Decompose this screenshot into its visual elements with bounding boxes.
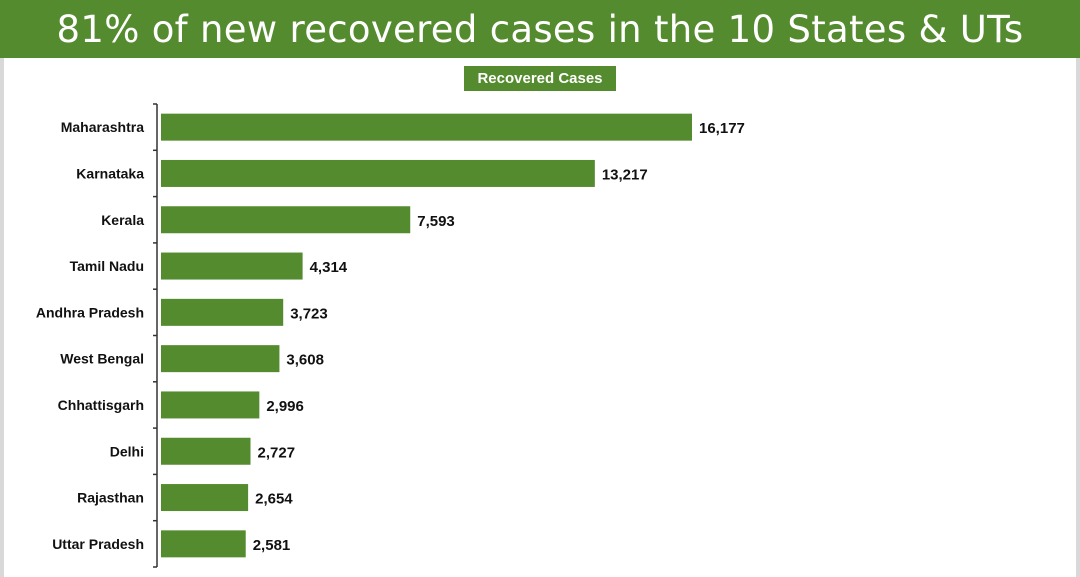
category-label: Tamil Nadu: [70, 258, 144, 274]
bar: [161, 345, 280, 373]
bar: [161, 113, 692, 141]
legend-series-label: Recovered Cases: [464, 66, 616, 91]
category-label: Karnataka: [76, 165, 144, 181]
left-edge: [0, 0, 4, 577]
title-banner: 81% of new recovered cases in the 10 Sta…: [0, 0, 1080, 58]
chart-title: 81% of new recovered cases in the 10 Sta…: [56, 7, 1024, 51]
right-edge: [1076, 0, 1080, 577]
category-label: Maharashtra: [61, 119, 144, 135]
category-label: Rajasthan: [77, 490, 144, 506]
category-label: Kerala: [101, 212, 144, 228]
bar: [161, 206, 411, 234]
bar: [161, 252, 303, 280]
value-label: 2,654: [255, 491, 293, 508]
bar: [161, 437, 251, 465]
value-label: 4,314: [310, 259, 348, 276]
category-label: Chhattisgarh: [58, 397, 144, 413]
category-label: Uttar Pradesh: [52, 536, 144, 552]
bar: [161, 391, 260, 419]
category-label: Andhra Pradesh: [36, 304, 144, 320]
value-label: 2,996: [266, 398, 304, 415]
value-label: 16,177: [699, 120, 745, 137]
category-label: West Bengal: [60, 351, 144, 367]
bar: [161, 159, 595, 187]
category-label: Delhi: [110, 443, 144, 459]
value-label: 2,727: [258, 444, 296, 461]
value-label: 3,723: [290, 305, 328, 322]
bar: [161, 298, 284, 326]
bar: [161, 484, 249, 512]
bar: [161, 530, 246, 558]
value-label: 2,581: [253, 537, 291, 554]
value-label: 13,217: [602, 166, 648, 183]
value-label: 3,608: [286, 352, 324, 369]
value-label: 7,593: [417, 213, 455, 230]
